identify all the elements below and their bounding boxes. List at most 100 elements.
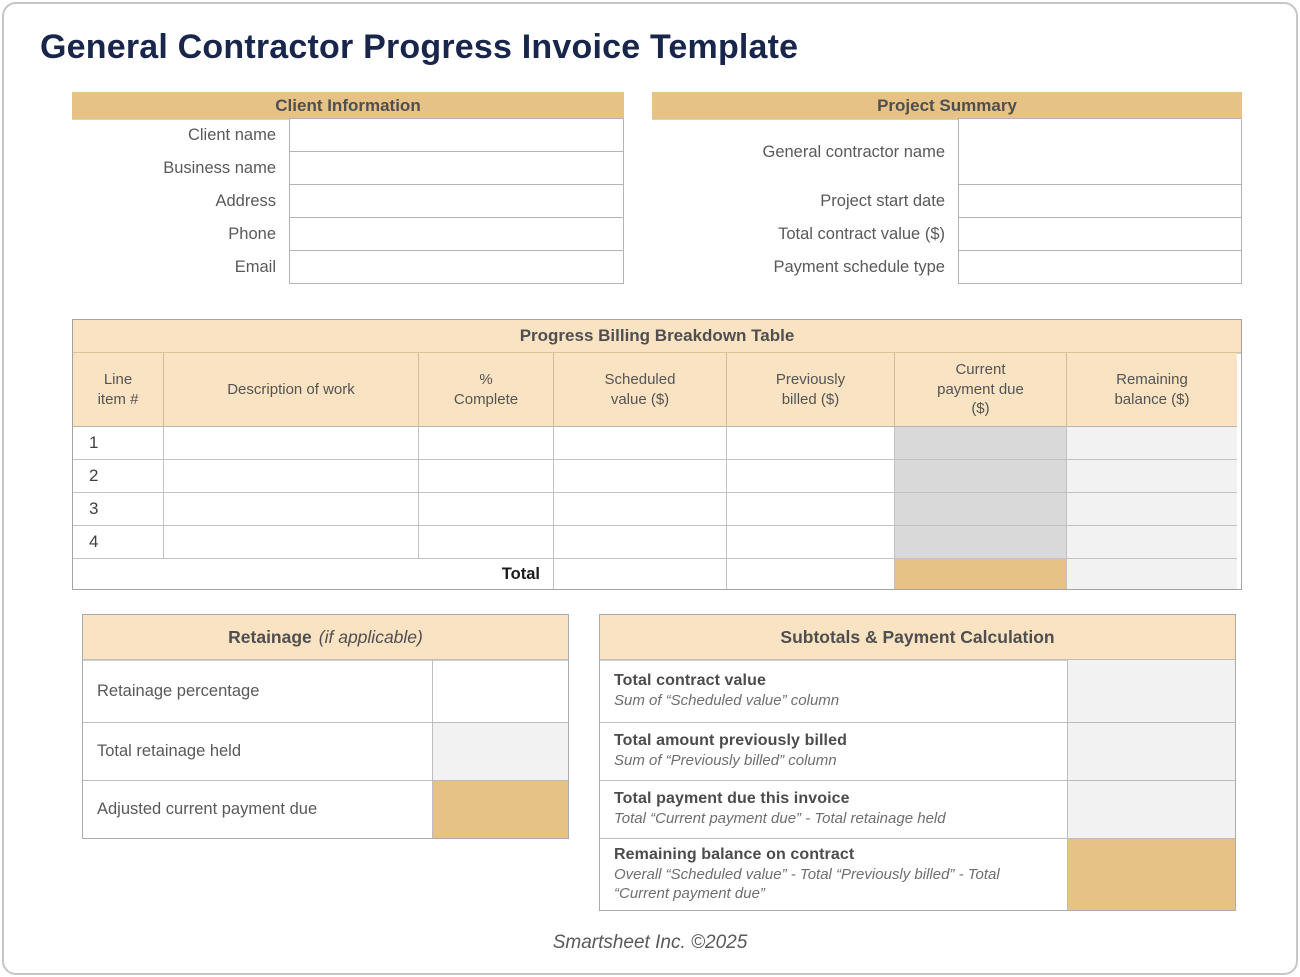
col-line-item: Line item #	[73, 353, 164, 427]
total-previously-billed-cell	[727, 559, 895, 589]
address-row: Address	[72, 184, 624, 218]
percent-complete-cell[interactable]	[419, 427, 554, 460]
remaining-balance-label: Remaining balance on contract	[614, 845, 855, 863]
total-current-payment-due-cell	[895, 559, 1067, 589]
retainage-percentage-label: Retainage percentage	[83, 660, 433, 722]
project-start-date-label: Project start date	[820, 192, 945, 210]
payment-schedule-type-input[interactable]	[958, 250, 1242, 284]
retainage-header: Retainage (if applicable)	[83, 615, 568, 660]
remaining-balance-labels: Remaining balance on contract Overall “S…	[600, 839, 1068, 910]
payment-schedule-type-label: Payment schedule type	[773, 258, 945, 276]
current-payment-due-cell	[895, 460, 1067, 493]
line-number: 1	[73, 427, 164, 460]
previously-billed-cell[interactable]	[727, 493, 895, 526]
previously-billed-cell[interactable]	[727, 526, 895, 559]
subtotals-section: Subtotals & Payment Calculation Total co…	[599, 614, 1236, 911]
general-contractor-name-label: General contractor name	[762, 142, 945, 161]
previously-billed-cell[interactable]	[727, 427, 895, 460]
project-start-date-row: Project start date	[652, 184, 1242, 218]
col-remaining-balance: Remaining balance ($)	[1067, 353, 1237, 427]
current-payment-due-cell	[895, 427, 1067, 460]
retainage-percentage-input[interactable]	[433, 660, 568, 722]
retainage-percentage-row: Retainage percentage	[83, 660, 568, 723]
description-cell[interactable]	[164, 493, 419, 526]
payment-schedule-type-row: Payment schedule type	[652, 250, 1242, 284]
remaining-balance-cell	[1067, 526, 1237, 559]
total-payment-due-row: Total payment due this invoice Total “Cu…	[600, 781, 1235, 839]
billing-row-1: 1	[73, 427, 1241, 460]
total-label: Total	[73, 559, 554, 589]
copyright-footer: Smartsheet Inc. ©2025	[552, 932, 748, 953]
billing-total-row: Total	[73, 559, 1241, 589]
total-amount-previously-billed-labels: Total amount previously billed Sum of “P…	[600, 723, 1068, 780]
client-information-section: Client Information Client name Business …	[72, 92, 624, 284]
total-contract-value-formula: Sum of “Scheduled value” column	[614, 691, 840, 709]
remaining-balance-row: Remaining balance on contract Overall “S…	[600, 839, 1235, 910]
current-payment-due-cell	[895, 493, 1067, 526]
billing-column-headers: Line item # Description of work % Comple…	[73, 353, 1241, 427]
line-number: 4	[73, 526, 164, 559]
scheduled-value-cell[interactable]	[554, 493, 727, 526]
total-amount-previously-billed-cell	[1068, 723, 1235, 780]
adjusted-current-payment-due-row: Adjusted current payment due	[83, 781, 568, 838]
percent-complete-cell[interactable]	[419, 493, 554, 526]
total-retainage-held-label: Total retainage held	[83, 723, 433, 780]
line-number: 3	[73, 493, 164, 526]
total-scheduled-value-cell	[554, 559, 727, 589]
previously-billed-cell[interactable]	[727, 460, 895, 493]
scheduled-value-cell[interactable]	[554, 526, 727, 559]
remaining-balance-cell	[1067, 493, 1237, 526]
col-scheduled-value: Scheduled value ($)	[554, 353, 727, 427]
total-payment-due-formula: Total “Current payment due” - Total reta…	[614, 810, 946, 828]
subtotals-header: Subtotals & Payment Calculation	[600, 615, 1235, 660]
percent-complete-cell[interactable]	[419, 460, 554, 493]
total-remaining-balance-cell	[1067, 559, 1237, 589]
client-information-header: Client Information	[72, 92, 624, 119]
address-input[interactable]	[289, 184, 624, 218]
billing-row-4: 4	[73, 526, 1241, 559]
scheduled-value-cell[interactable]	[554, 427, 727, 460]
general-contractor-name-input[interactable]	[958, 118, 1242, 185]
total-contract-value-row: Total contract value Sum of “Scheduled v…	[600, 660, 1235, 723]
client-name-label: Client name	[187, 126, 276, 144]
address-label: Address	[215, 192, 276, 210]
billing-table-header: Progress Billing Breakdown Table	[73, 320, 1241, 353]
description-cell[interactable]	[164, 460, 419, 493]
total-retainage-held-row: Total retainage held	[83, 723, 568, 781]
general-contractor-name-row: General contractor name	[652, 118, 1242, 185]
current-payment-due-cell	[895, 526, 1067, 559]
email-row: Email	[72, 250, 624, 284]
client-name-row: Client name	[72, 118, 624, 152]
total-payment-due-labels: Total payment due this invoice Total “Cu…	[600, 781, 1068, 838]
business-name-input[interactable]	[289, 151, 624, 185]
email-label: Email	[234, 258, 276, 276]
total-amount-previously-billed-formula: Sum of “Previously billed” column	[614, 752, 837, 770]
total-amount-previously-billed-row: Total amount previously billed Sum of “P…	[600, 723, 1235, 781]
description-cell[interactable]	[164, 427, 419, 460]
scheduled-value-cell[interactable]	[554, 460, 727, 493]
client-name-input[interactable]	[289, 118, 624, 152]
project-start-date-input[interactable]	[958, 184, 1242, 218]
project-summary-header: Project Summary	[652, 92, 1242, 119]
col-previously-billed: Previously billed ($)	[727, 353, 895, 427]
business-name-label: Business name	[163, 159, 276, 177]
email-input[interactable]	[289, 250, 624, 284]
project-summary-section: Project Summary General contractor name …	[652, 92, 1242, 284]
total-payment-due-label: Total payment due this invoice	[614, 790, 850, 808]
billing-row-3: 3	[73, 493, 1241, 526]
phone-label: Phone	[228, 225, 276, 243]
phone-row: Phone	[72, 217, 624, 251]
business-name-row: Business name	[72, 151, 624, 185]
phone-input[interactable]	[289, 217, 624, 251]
description-cell[interactable]	[164, 526, 419, 559]
page-title: General Contractor Progress Invoice Temp…	[40, 28, 799, 66]
col-description: Description of work	[164, 353, 419, 427]
percent-complete-cell[interactable]	[419, 526, 554, 559]
total-contract-value-row: Total contract value ($)	[652, 217, 1242, 251]
total-amount-previously-billed-label: Total amount previously billed	[614, 732, 847, 750]
line-number: 2	[73, 460, 164, 493]
total-contract-value-input[interactable]	[958, 217, 1242, 251]
col-current-payment-due: Current payment due ($)	[895, 353, 1067, 427]
billing-row-2: 2	[73, 460, 1241, 493]
